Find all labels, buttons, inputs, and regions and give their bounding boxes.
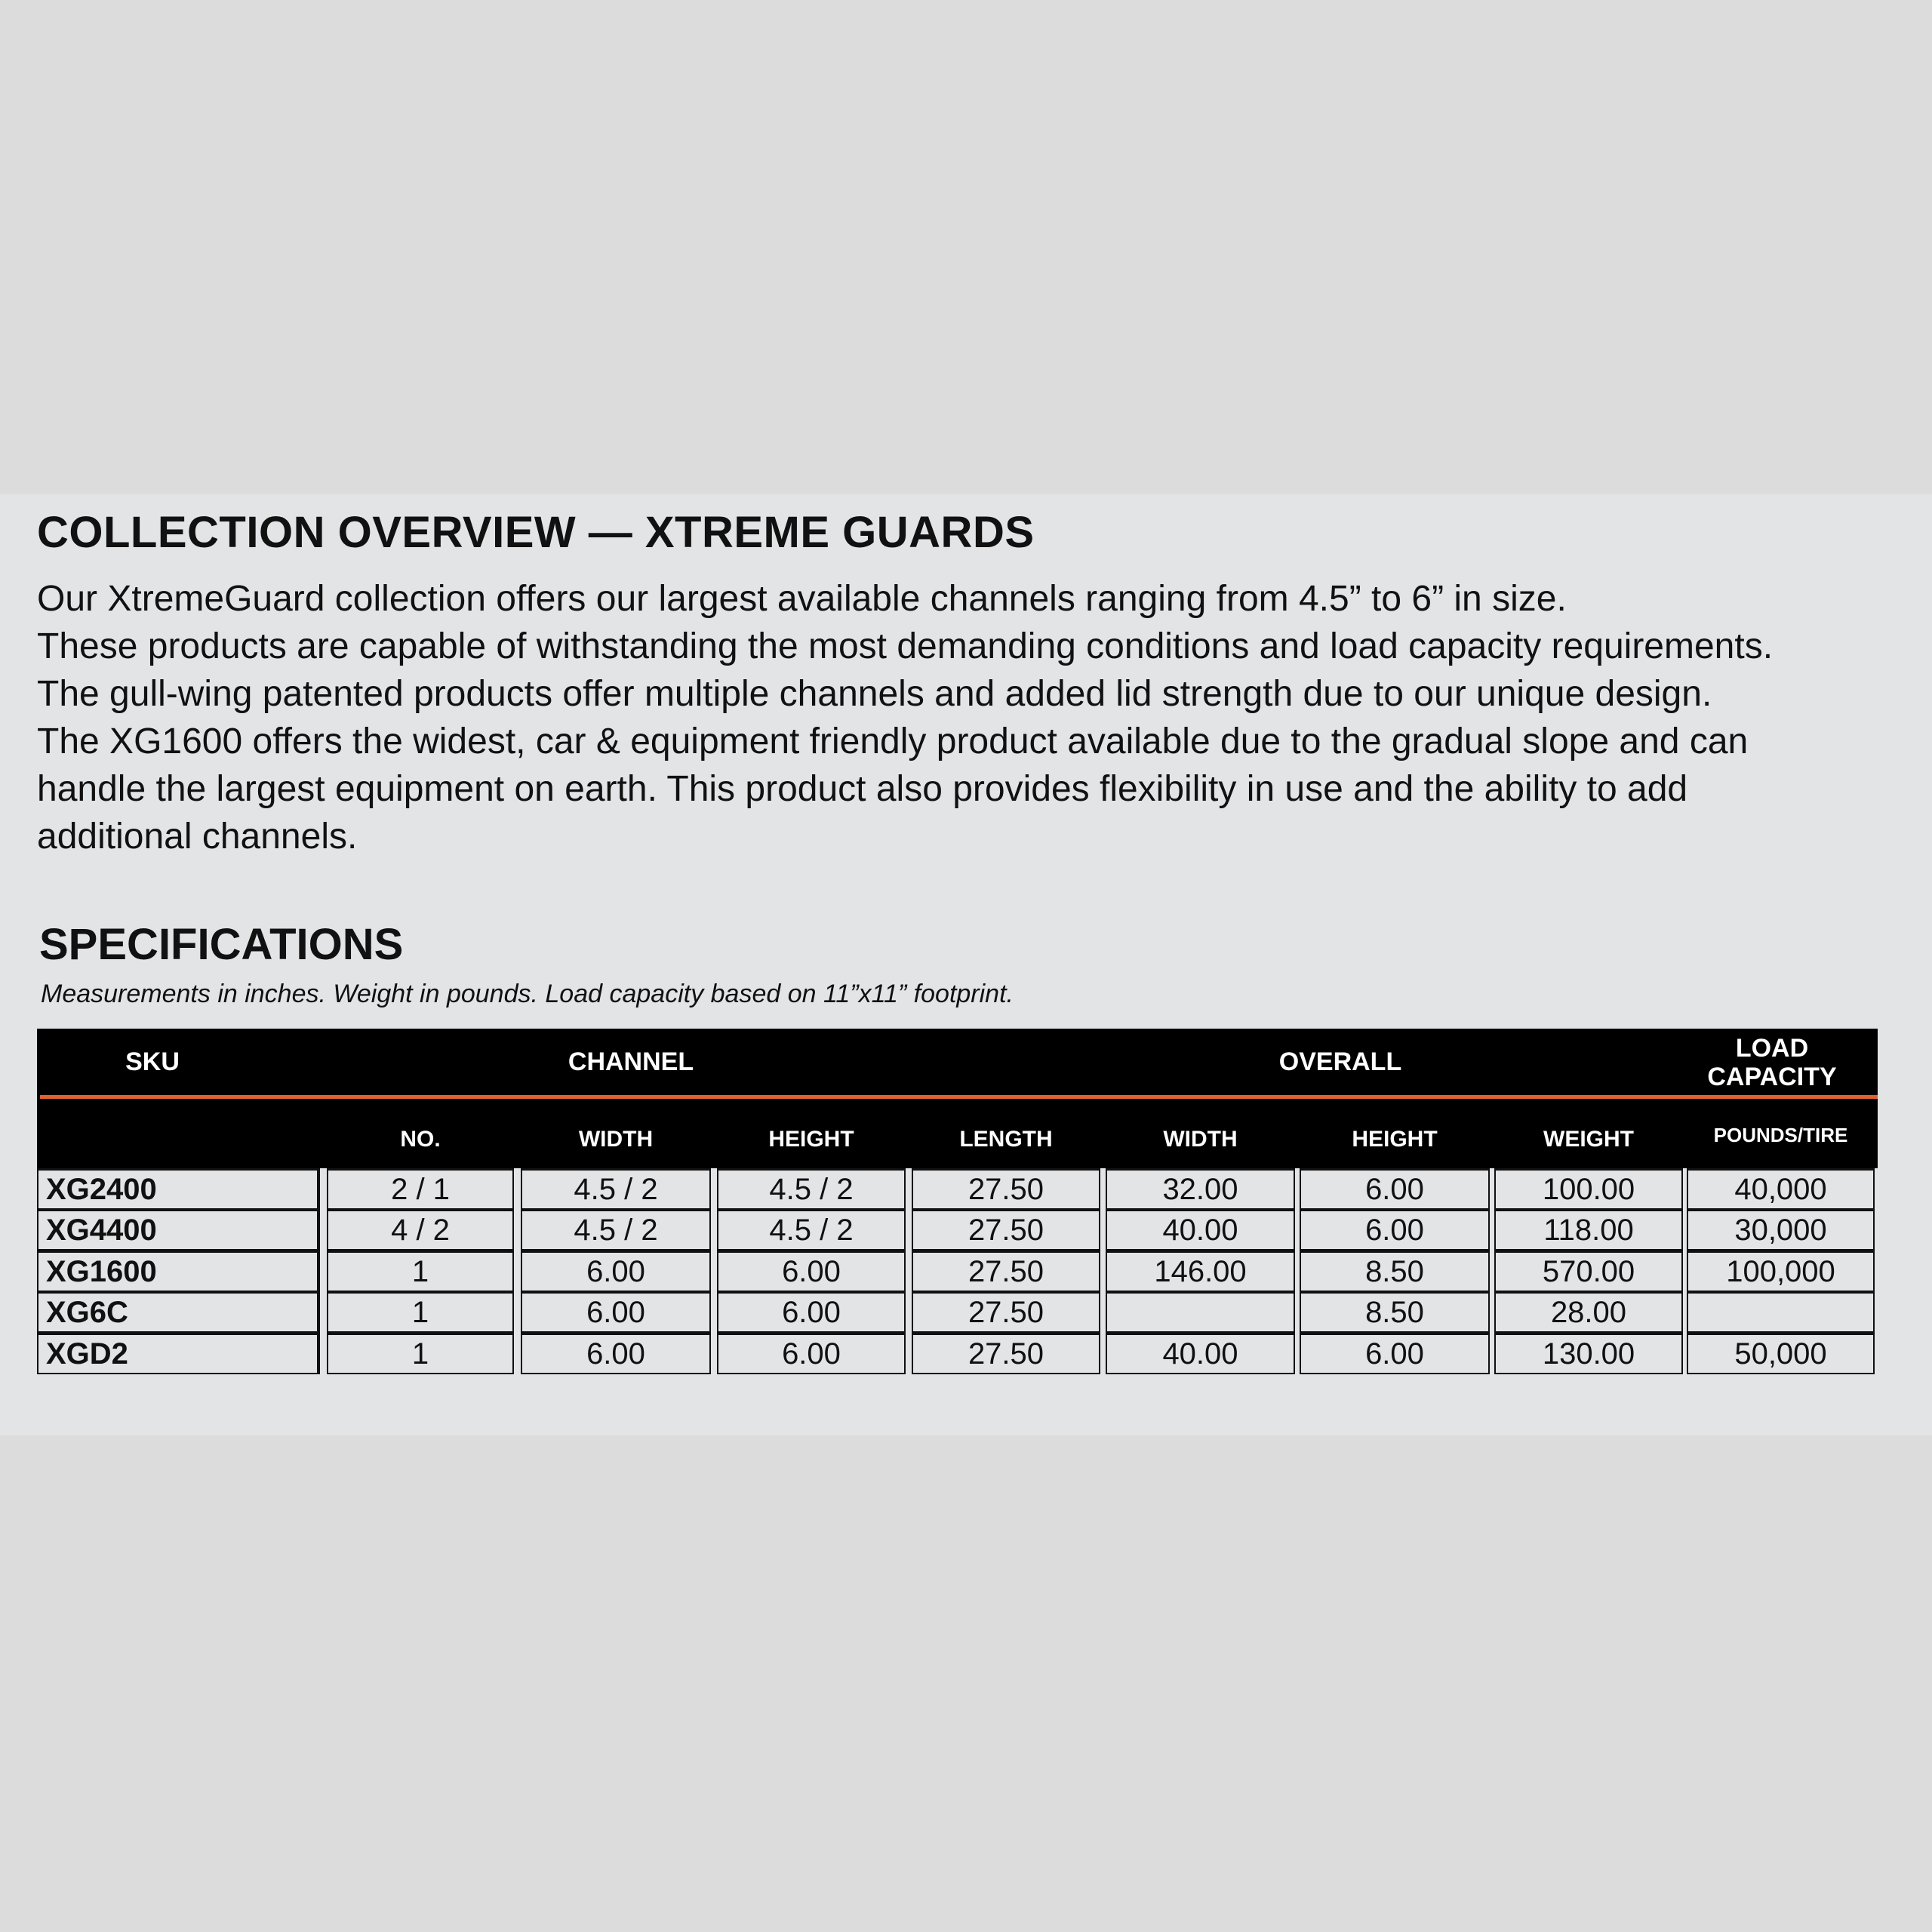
table-cell: 100.00 bbox=[1494, 1168, 1683, 1210]
sku-cell: XG2400 bbox=[37, 1168, 320, 1210]
overview-line: The XG1600 offers the widest, car & equi… bbox=[37, 721, 1749, 761]
header-overall: OVERALL bbox=[1278, 1048, 1402, 1076]
table-cell: 6.00 bbox=[717, 1332, 906, 1374]
table-cell: 32.00 bbox=[1106, 1168, 1295, 1210]
sku-cell: XG6C bbox=[37, 1291, 320, 1334]
table-cell: 6.00 bbox=[521, 1332, 711, 1374]
column-header: LENGTH bbox=[959, 1127, 1053, 1152]
overview-line: Our XtremeGuard collection offers our la… bbox=[37, 579, 1567, 619]
table-cell: 6.00 bbox=[1300, 1168, 1490, 1210]
table-cell: 4.5 / 2 bbox=[521, 1168, 711, 1210]
table-cell: 118.00 bbox=[1494, 1209, 1683, 1251]
table-cell: 27.50 bbox=[912, 1332, 1100, 1374]
table-header: SKU CHANNEL OVERALL LOAD CAPACITY NO. WID… bbox=[37, 1029, 1878, 1168]
table-cell: 27.50 bbox=[912, 1250, 1100, 1292]
table-cell: 40.00 bbox=[1106, 1332, 1295, 1374]
table-cell: 146.00 bbox=[1106, 1250, 1295, 1292]
column-header: WIDTH bbox=[578, 1127, 654, 1152]
table-cell bbox=[1106, 1291, 1295, 1334]
overview-line: handle the largest equipment on earth. T… bbox=[37, 769, 1688, 809]
table-cell: 6.00 bbox=[717, 1250, 906, 1292]
sku-cell: XG1600 bbox=[37, 1250, 320, 1292]
table-cell: 1 bbox=[327, 1332, 514, 1374]
table-cell: 6.00 bbox=[1300, 1332, 1490, 1374]
specifications-heading: SPECIFICATIONS bbox=[39, 920, 404, 969]
column-header: HEIGHT bbox=[1352, 1127, 1438, 1152]
overview-line: These products are capable of withstandi… bbox=[37, 626, 1774, 666]
table-cell: 6.00 bbox=[521, 1291, 711, 1334]
table-cell: 4.5 / 2 bbox=[717, 1168, 906, 1210]
header-load-2: CAPACITY bbox=[1707, 1063, 1837, 1091]
column-header: HEIGHT bbox=[768, 1127, 854, 1152]
page-title: COLLECTION OVERVIEW — XTREME GUARDS bbox=[37, 508, 1035, 557]
table-cell: 40,000 bbox=[1687, 1168, 1875, 1210]
table-cell bbox=[1687, 1291, 1875, 1334]
table-cell: 40.00 bbox=[1106, 1209, 1295, 1251]
sku-cell: XGD2 bbox=[37, 1332, 320, 1374]
column-header: NO. bbox=[400, 1127, 441, 1152]
table-cell: 27.50 bbox=[912, 1209, 1100, 1251]
table-cell: 100,000 bbox=[1687, 1250, 1875, 1292]
sku-cell: XG4400 bbox=[37, 1209, 320, 1251]
table-cell: 50,000 bbox=[1687, 1332, 1875, 1374]
overview-paragraph: Our XtremeGuard collection offers our la… bbox=[37, 575, 1773, 860]
table-cell: 8.50 bbox=[1300, 1250, 1490, 1292]
table-cell: 27.50 bbox=[912, 1168, 1100, 1210]
table-cell: 4 / 2 bbox=[327, 1209, 514, 1251]
overview-line: additional channels. bbox=[37, 817, 358, 857]
table-cell: 30,000 bbox=[1687, 1209, 1875, 1251]
table-cell: 4.5 / 2 bbox=[521, 1209, 711, 1251]
table-cell: 27.50 bbox=[912, 1291, 1100, 1334]
specifications-note: Measurements in inches. Weight in pounds… bbox=[41, 980, 1014, 1008]
header-load-1: LOAD bbox=[1735, 1034, 1809, 1063]
column-header: WEIGHT bbox=[1543, 1127, 1634, 1152]
table-cell: 570.00 bbox=[1494, 1250, 1683, 1292]
table-cell: 1 bbox=[327, 1291, 514, 1334]
table-cell: 130.00 bbox=[1494, 1332, 1683, 1374]
accent-divider bbox=[40, 1095, 1878, 1099]
table-cell: 4.5 / 2 bbox=[717, 1209, 906, 1251]
header-sku: SKU bbox=[125, 1048, 180, 1076]
table-cell: 28.00 bbox=[1494, 1291, 1683, 1334]
table-cell: 8.50 bbox=[1300, 1291, 1490, 1334]
table-cell: 6.00 bbox=[1300, 1209, 1490, 1251]
column-header: WIDTH bbox=[1163, 1127, 1238, 1152]
header-channel: CHANNEL bbox=[568, 1048, 694, 1076]
column-header: POUNDS/TIRE bbox=[1713, 1124, 1848, 1146]
table-cell: 2 / 1 bbox=[327, 1168, 514, 1210]
table-cell: 6.00 bbox=[521, 1250, 711, 1292]
overview-line: The gull-wing patented products offer mu… bbox=[37, 674, 1712, 714]
table-cell: 1 bbox=[327, 1250, 514, 1292]
table-cell: 6.00 bbox=[717, 1291, 906, 1334]
